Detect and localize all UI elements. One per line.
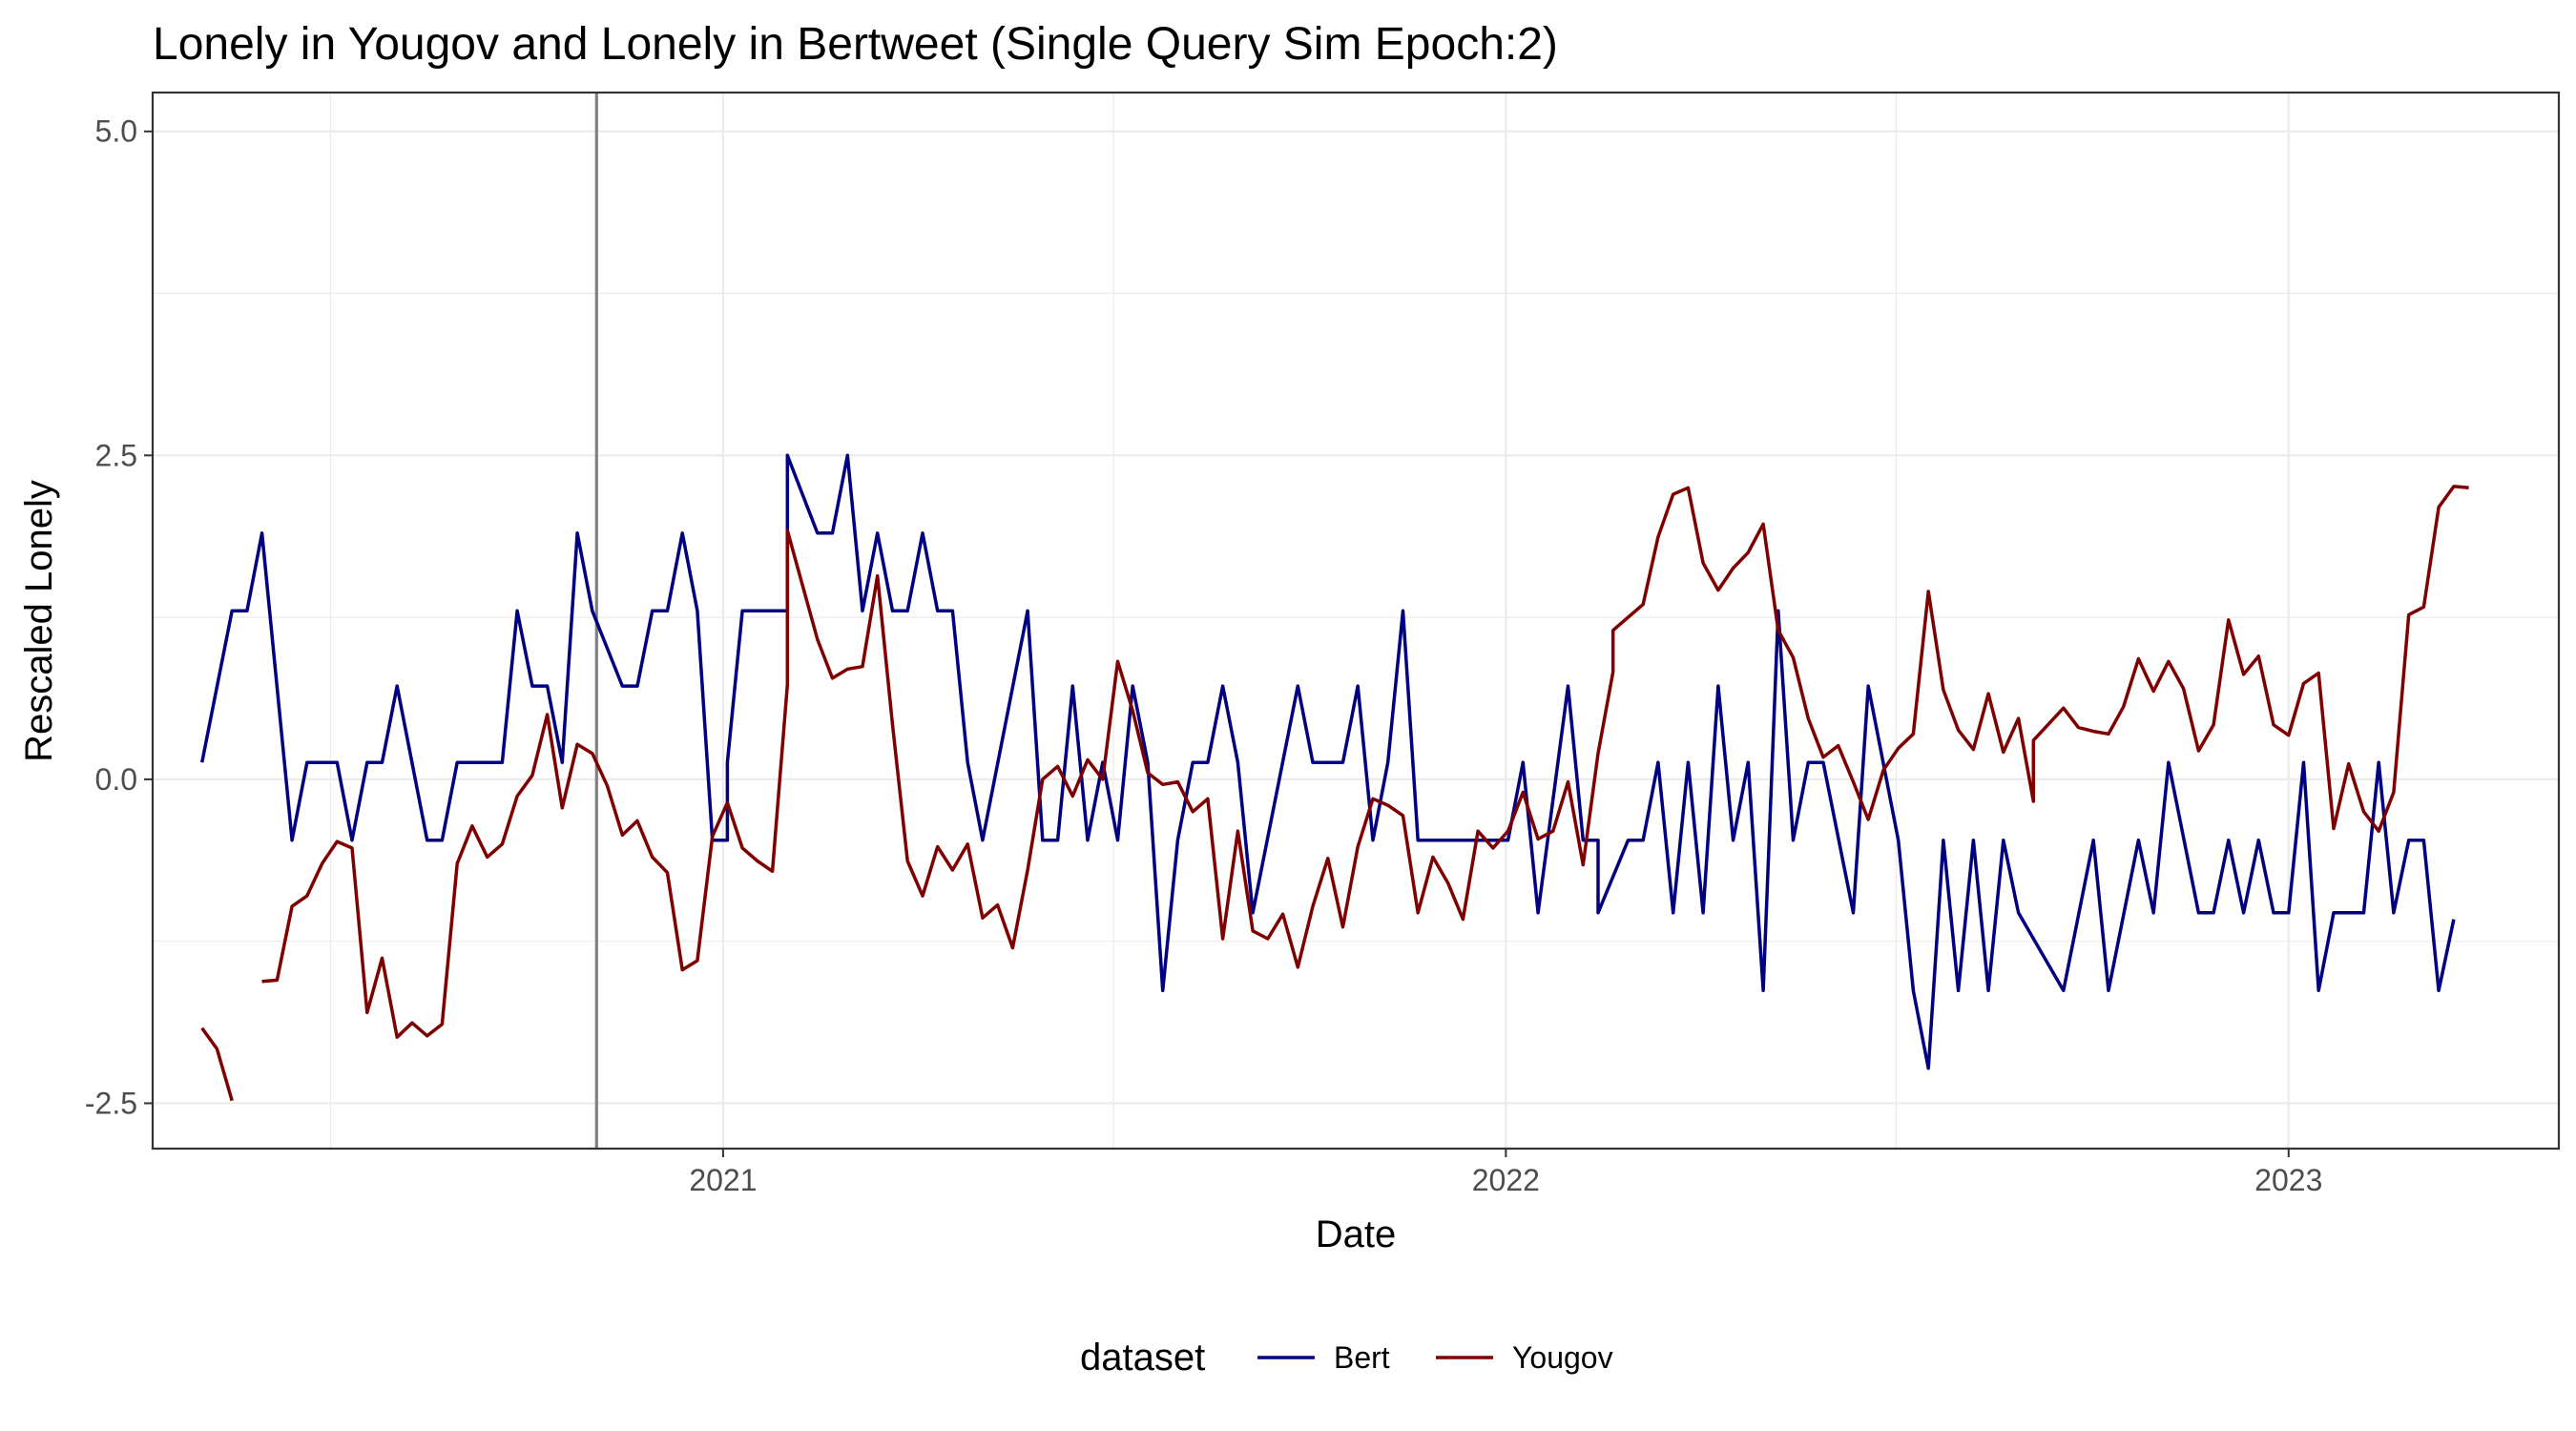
x-tick-label: 2022	[1472, 1163, 1540, 1197]
x-axis-title: Date	[1316, 1213, 1397, 1255]
y-axis-title: Rescaled Lonely	[18, 480, 60, 762]
x-axis: 2021 2022 2023	[689, 1149, 2322, 1197]
legend-label-bert: Bert	[1334, 1340, 1390, 1375]
y-tick-label: 0.0	[95, 762, 137, 797]
y-tick-label: 5.0	[95, 114, 137, 149]
legend: dataset Bert Yougov	[1080, 1337, 1613, 1379]
y-axis: -2.5 0.0 2.5 5.0	[85, 114, 153, 1120]
x-tick-label: 2023	[2254, 1163, 2322, 1197]
plot-panel	[153, 93, 2559, 1149]
x-tick-label: 2021	[689, 1163, 757, 1197]
legend-label-yougov: Yougov	[1512, 1340, 1613, 1375]
plot-area	[151, 91, 2561, 1151]
y-tick-label: 2.5	[95, 438, 137, 472]
chart-title: Lonely in Yougov and Lonely in Bertweet …	[153, 19, 1558, 70]
series-line-yougov	[200, 1027, 234, 1102]
plot-border	[151, 91, 2561, 1151]
y-tick-label: -2.5	[85, 1086, 137, 1120]
legend-title: dataset	[1080, 1337, 1205, 1379]
series-line-yougov	[261, 485, 2469, 1039]
series-lines	[199, 453, 2469, 1102]
grid-lines	[153, 93, 2559, 1149]
series-line-bert	[199, 453, 2456, 1070]
